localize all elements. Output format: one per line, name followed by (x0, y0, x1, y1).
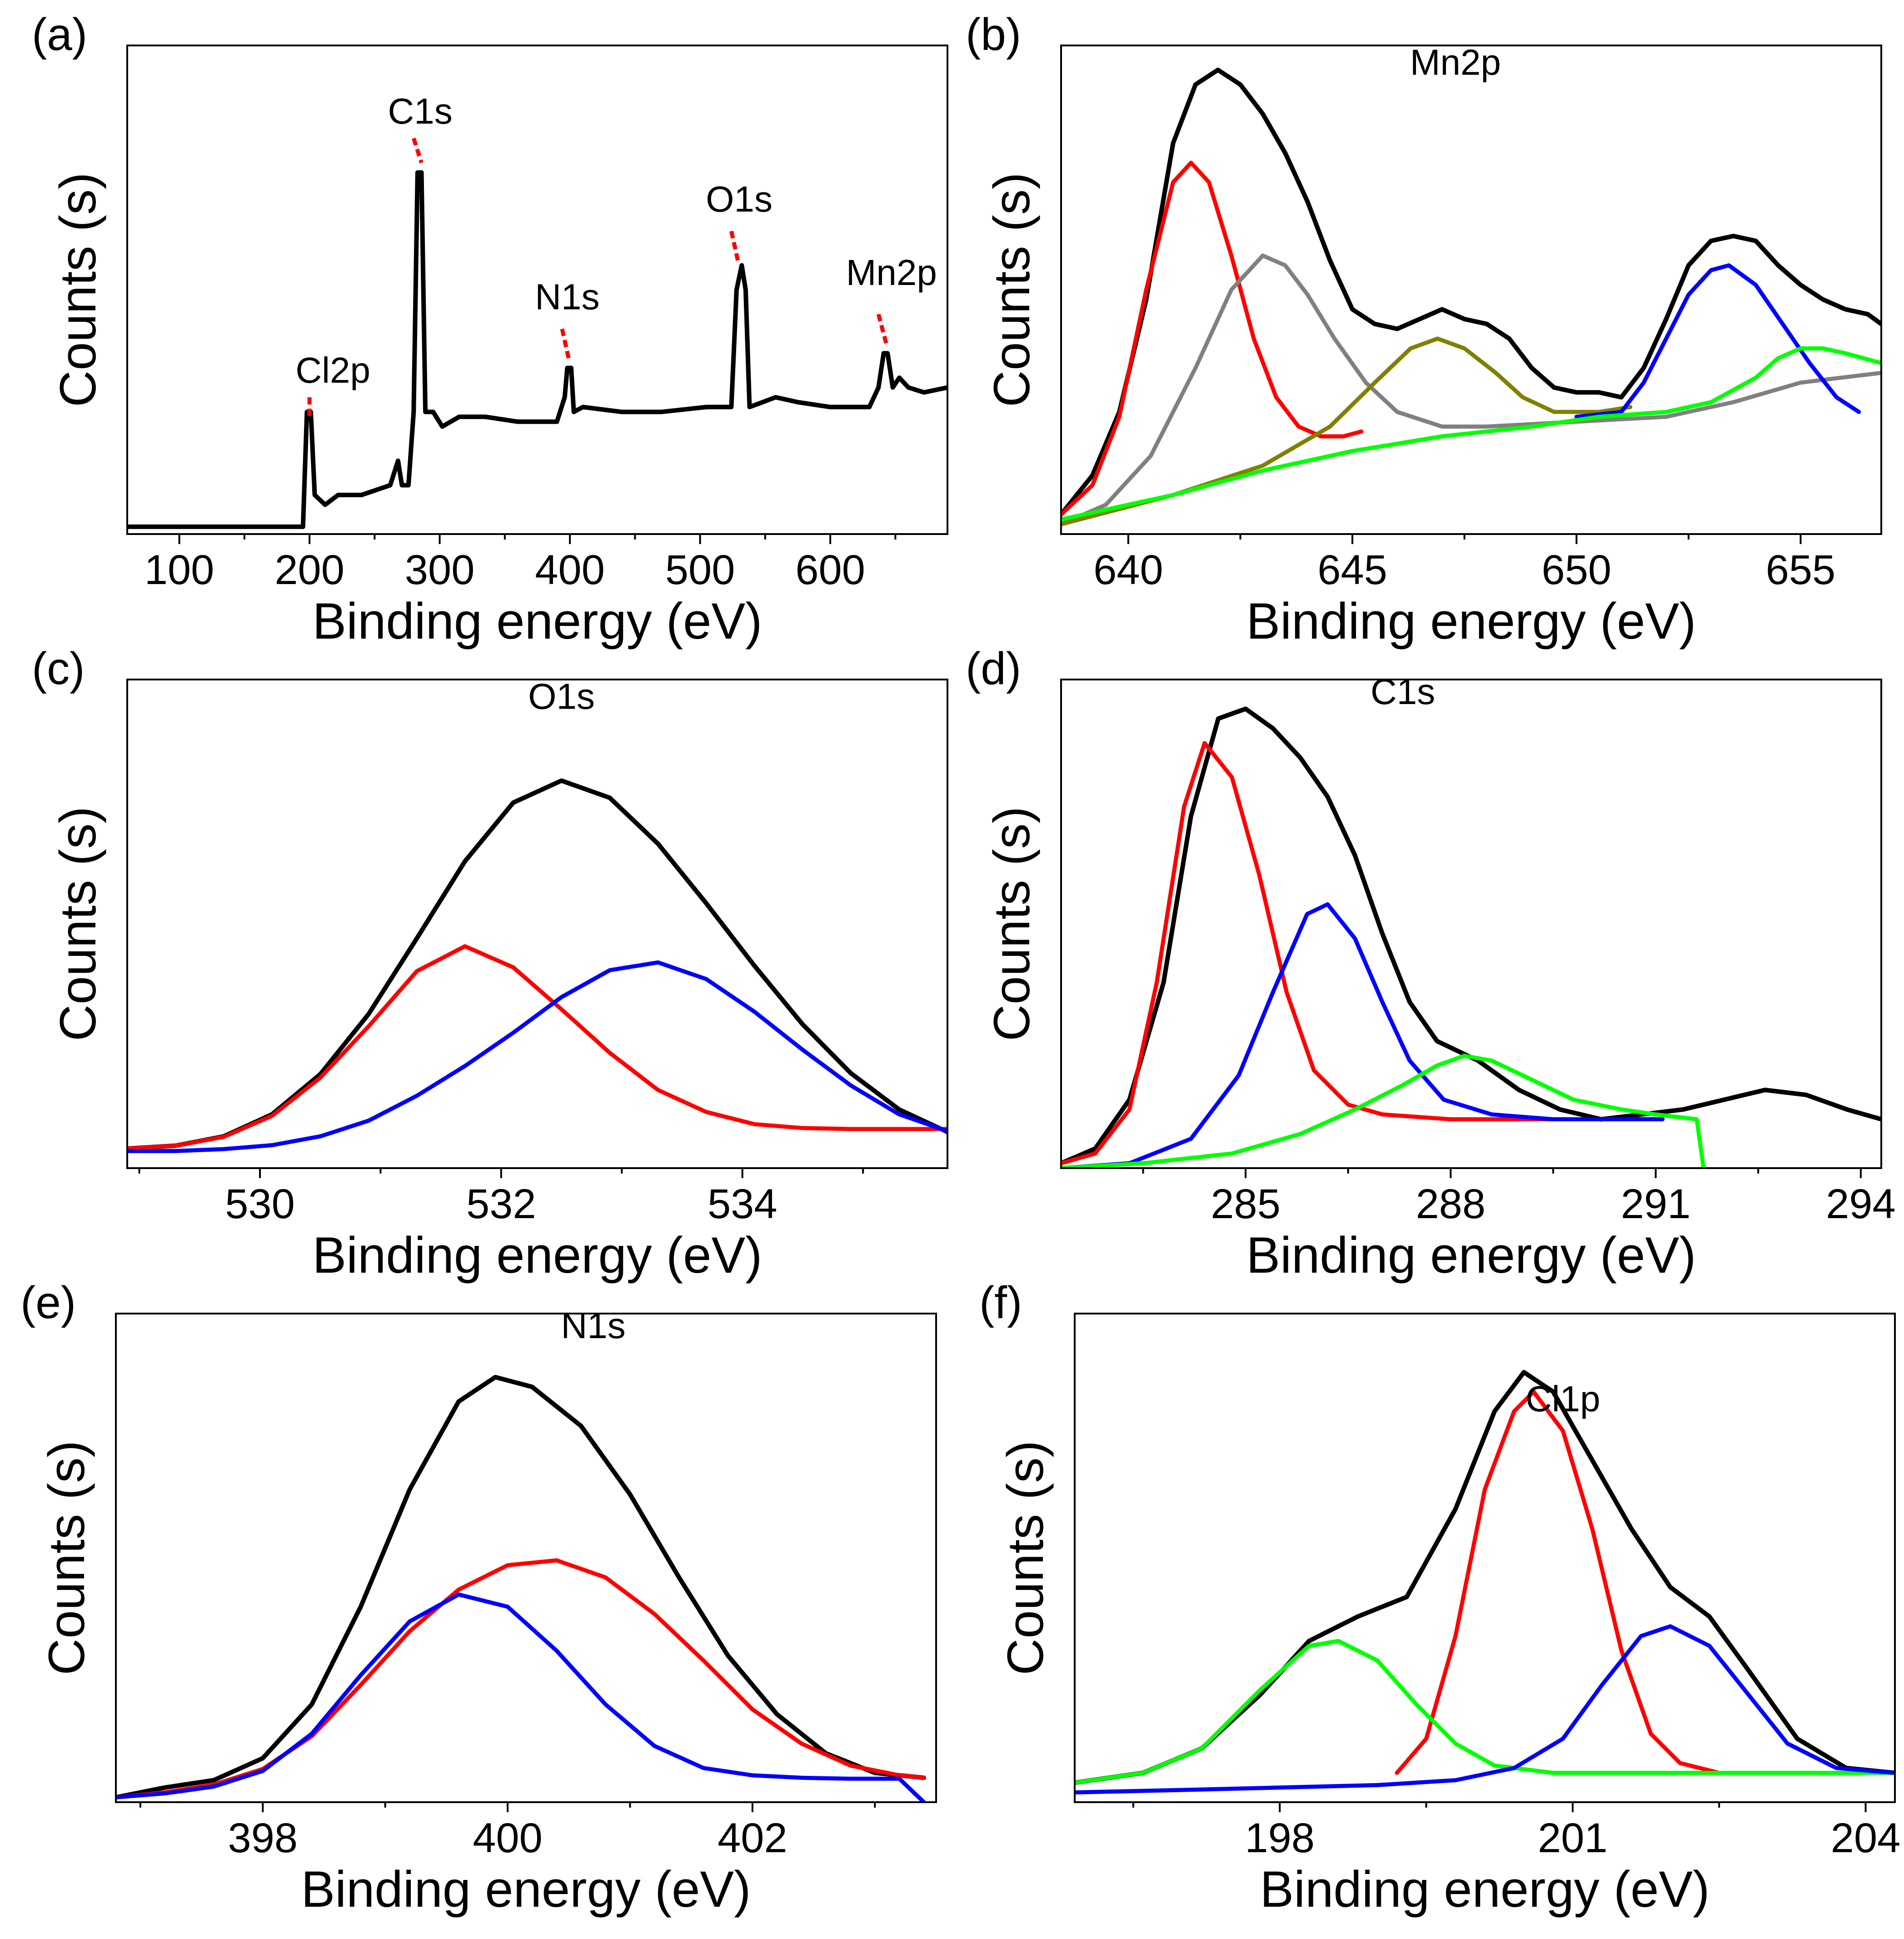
panel-f: 198 201 204 Binding energy (eV) Counts (s) (f… (979, 1277, 1900, 1918)
x-tick-label: 300 (405, 547, 475, 593)
x-tick-label: 294 (1826, 1181, 1896, 1227)
panel-b: 640 645 650 655 Binding energy (eV) Counts (s… (966, 9, 1882, 650)
x-tick-label: 291 (1621, 1181, 1691, 1227)
peak-marker (560, 328, 571, 359)
series-peak-1 (127, 944, 947, 1151)
peak-annotation: C1s (388, 91, 453, 131)
x-tick-label: 500 (665, 547, 735, 593)
series-peak-3 (1061, 336, 1633, 526)
x-tick-label: 100 (145, 547, 214, 593)
plot-frame (115, 1313, 937, 1803)
panel-label: (a) (32, 9, 87, 60)
panel-a: 100 200 300 400 500 600 Binding energy (eV) Cou… (32, 9, 948, 650)
x-axis-title: Binding energy (eV) (1246, 1227, 1696, 1284)
x-tick-label: 645 (1317, 547, 1387, 593)
y-axis-title: Counts (s) (983, 172, 1040, 407)
series-peak-3 (1061, 1054, 1706, 1168)
plot-frame (126, 45, 948, 535)
panel-label: (f) (979, 1277, 1022, 1328)
y-axis-title: Counts (s) (50, 172, 106, 407)
series-peak-1 (1061, 741, 1658, 1165)
series-peak-2 (1075, 1639, 1895, 1785)
peak-annotation: Mn2p (846, 252, 937, 293)
x-tick-label: 532 (466, 1181, 536, 1227)
plot-frame (1060, 45, 1882, 535)
panel-label: (d) (966, 643, 1021, 694)
y-axis-title: Counts (s) (50, 806, 106, 1041)
x-tick-label: 200 (274, 547, 344, 593)
x-tick-label: 400 (535, 547, 605, 593)
series-peak-5 (1061, 346, 1881, 522)
x-tick-label: 288 (1416, 1181, 1486, 1227)
x-tick-label: 600 (795, 547, 865, 593)
series-peak-2 (127, 960, 947, 1153)
peak-annotation: Cl1p (1525, 1379, 1600, 1419)
peak-marker (729, 230, 740, 261)
series-peak-2 (116, 1592, 926, 1802)
series-survey (127, 170, 947, 529)
x-tick-label: 400 (473, 1815, 543, 1861)
y-axis-title: Counts (s) (38, 1440, 95, 1675)
panel-d: 285 288 291 294 Binding energy (eV) Counts (s… (966, 643, 1896, 1284)
peak-annotation: N1s (535, 277, 599, 317)
x-tick-label: 650 (1542, 547, 1612, 593)
series-peak-2 (1061, 902, 1665, 1168)
plot-frame (126, 679, 948, 1169)
series-peak-3 (1075, 1624, 1895, 1794)
peak-annotation: N1s (561, 1305, 626, 1346)
x-tick-label: 402 (718, 1815, 788, 1861)
plot-frame (1060, 679, 1882, 1169)
x-tick-label: 198 (1245, 1815, 1315, 1861)
plot-frame (1074, 1313, 1896, 1803)
series-experimental (1061, 706, 1881, 1166)
series-experimental (116, 1374, 927, 1800)
series-experimental (1075, 1370, 1895, 1785)
peak-annotation: Cl2p (295, 350, 370, 390)
x-tick-label: 655 (1766, 547, 1836, 593)
series-peak-4 (1574, 263, 1861, 419)
peak-marker (876, 314, 888, 344)
peak-annotation: C1s (1371, 671, 1435, 712)
series-experimental (127, 778, 947, 1151)
panel-label: (c) (32, 643, 85, 694)
y-axis-title: Counts (s) (983, 806, 1040, 1041)
panel-label: (e) (20, 1277, 76, 1328)
x-tick-label: 398 (228, 1815, 298, 1861)
x-tick-label: 201 (1538, 1815, 1608, 1861)
peak-marker (412, 137, 424, 164)
x-axis-title: Binding energy (eV) (301, 1861, 751, 1918)
peak-annotation: O1s (528, 676, 595, 717)
x-tick-label: 530 (225, 1181, 295, 1227)
y-axis-title: Counts (s) (997, 1440, 1054, 1675)
x-axis-title: Binding energy (eV) (1246, 593, 1696, 650)
x-axis-title: Binding energy (eV) (313, 1227, 763, 1284)
x-tick-label: 204 (1831, 1815, 1901, 1861)
panel-label: (b) (966, 9, 1021, 60)
x-axis-title: Binding energy (eV) (313, 593, 763, 650)
series-peak-2 (1061, 253, 1881, 526)
series-peak-1 (1395, 1389, 1809, 1775)
peak-annotation: Mn2p (1410, 42, 1501, 83)
x-tick-label: 285 (1211, 1181, 1281, 1227)
series-experimental (1061, 67, 1881, 517)
x-tick-label: 640 (1093, 547, 1163, 593)
series-peak-1 (116, 1558, 926, 1799)
x-axis-title: Binding energy (eV) (1260, 1861, 1710, 1918)
x-tick-label: 534 (708, 1181, 778, 1227)
peak-annotation: O1s (706, 179, 773, 220)
